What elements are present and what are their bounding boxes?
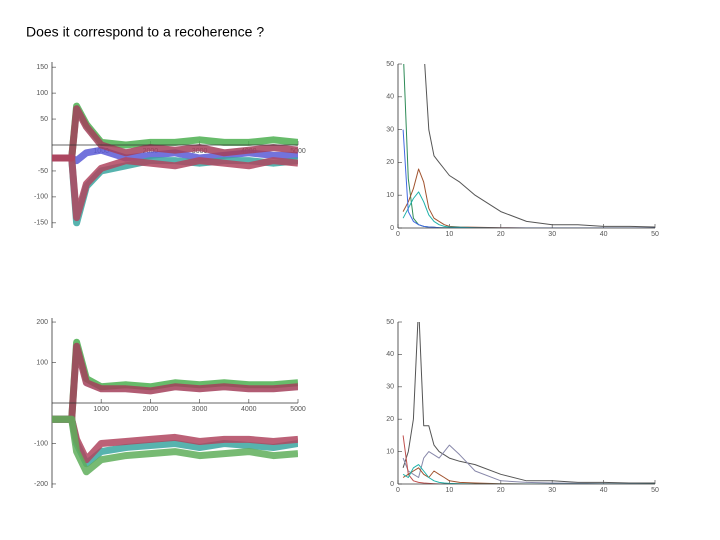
plot-area: [402, 322, 655, 484]
y-tick-label: 20: [386, 416, 394, 423]
x-tick-label: 10: [446, 487, 454, 494]
plot-area: [52, 102, 298, 227]
y-tick-label: 0: [390, 481, 394, 488]
plot-area: [52, 338, 298, 476]
x-tick-label: 2000: [143, 148, 159, 155]
y-tick-label: 20: [386, 159, 394, 166]
series-line: [52, 338, 298, 423]
x-tick-label: 50: [651, 487, 659, 494]
series-line: [402, 435, 655, 484]
y-tick-label: -200: [34, 481, 48, 488]
y-tick-label: 100: [36, 90, 48, 97]
series-line: [402, 464, 655, 484]
y-tick-label: 10: [386, 448, 394, 455]
x-tick-label: 3000: [192, 148, 208, 155]
x-tick-label: 0: [396, 231, 400, 238]
x-tick-label: 40: [600, 231, 608, 238]
y-tick-label: 150: [36, 64, 48, 71]
x-tick-label: 3000: [192, 406, 208, 413]
series-line: [402, 191, 655, 228]
x-tick-label: 1000: [93, 406, 109, 413]
series-line: [52, 154, 298, 222]
y-tick-label: 30: [386, 126, 394, 133]
x-tick-label: 40: [600, 487, 608, 494]
y-tick-label: -100: [34, 194, 48, 201]
y-tick-label: 50: [40, 116, 48, 123]
x-tick-label: 50: [651, 231, 659, 238]
series-line: [52, 105, 298, 162]
x-tick-label: 30: [548, 231, 556, 238]
plot-area: [402, 64, 655, 228]
y-tick-label: -100: [34, 440, 48, 447]
x-tick-label: 2000: [143, 406, 159, 413]
x-tick-label: 4000: [241, 406, 257, 413]
x-tick-label: 20: [497, 231, 505, 238]
y-tick-label: 50: [386, 61, 394, 68]
x-tick-label: 5000: [290, 148, 306, 155]
series-line: [424, 64, 655, 228]
series-line: [402, 444, 655, 484]
y-tick-label: 200: [36, 319, 48, 326]
x-tick-label: 30: [548, 487, 556, 494]
y-tick-label: 10: [386, 192, 394, 199]
series-line: [402, 129, 655, 228]
x-tick-label: 20: [497, 487, 505, 494]
series-line: [52, 415, 298, 476]
series-line: [402, 322, 655, 484]
y-tick-label: 50: [386, 319, 394, 326]
series-line: [402, 467, 655, 484]
y-tick-label: 100: [36, 359, 48, 366]
y-tick-label: 30: [386, 384, 394, 391]
series-line: [403, 64, 655, 228]
y-tick-label: 40: [386, 94, 394, 101]
y-tick-label: 40: [386, 351, 394, 358]
series-line: [402, 168, 655, 228]
series-line: [52, 342, 298, 423]
x-tick-label: 5000: [290, 406, 306, 413]
y-tick-label: -150: [34, 220, 48, 227]
x-tick-label: 0: [396, 487, 400, 494]
x-tick-label: 10: [446, 231, 454, 238]
slide-title: Does it correspond to a recoherence ?: [26, 24, 264, 40]
y-tick-label: 0: [390, 225, 394, 232]
y-tick-label: -50: [38, 168, 48, 175]
